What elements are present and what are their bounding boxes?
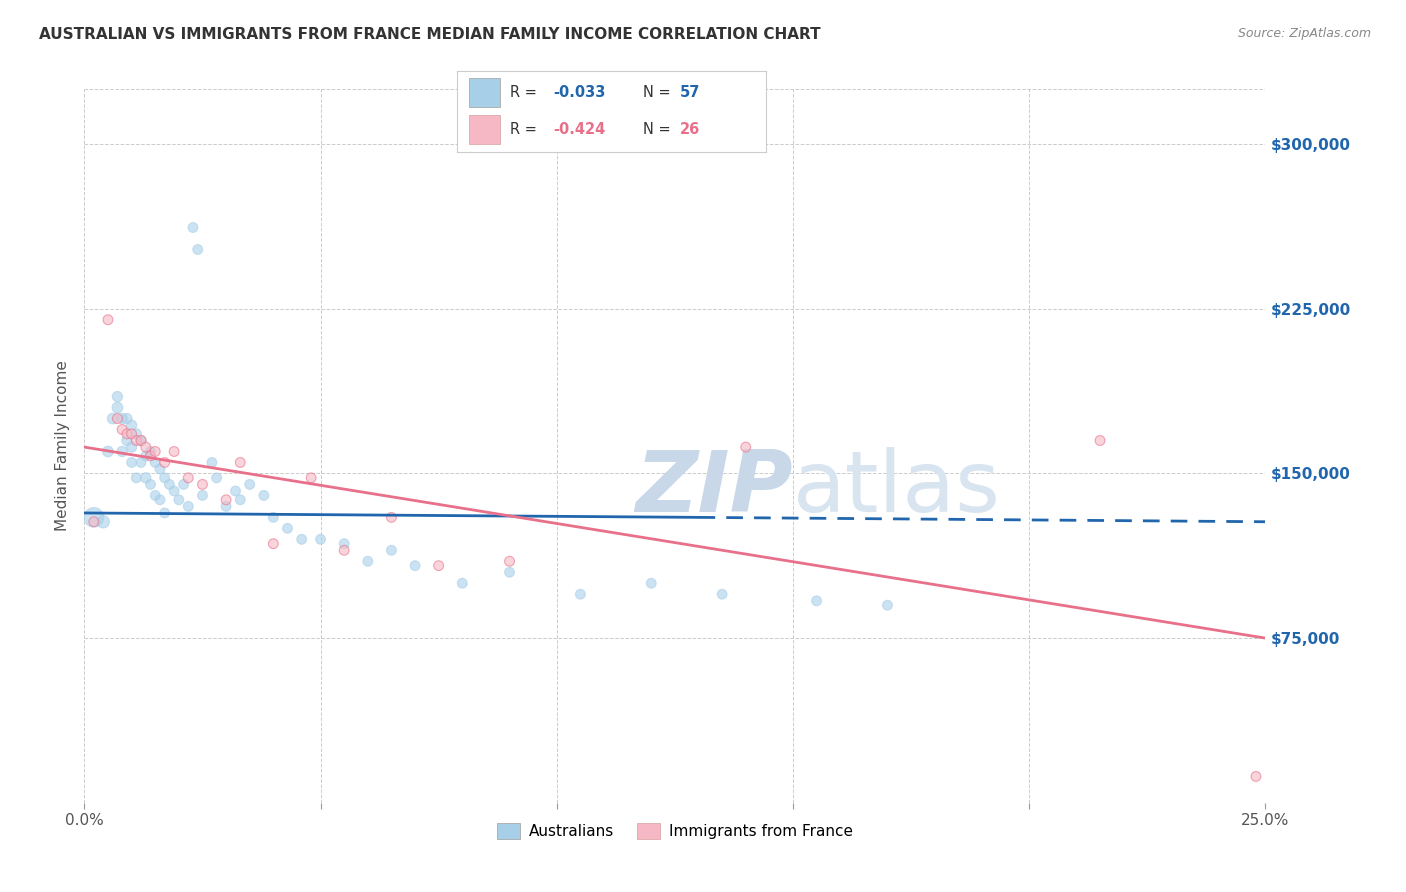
- Point: [201, 455, 224, 469]
- Point: [115, 434, 138, 448]
- Point: [121, 455, 143, 469]
- Point: [205, 471, 228, 485]
- Point: [143, 444, 166, 458]
- Point: [451, 576, 474, 591]
- Text: atlas: atlas: [793, 447, 1001, 531]
- Point: [1088, 434, 1111, 448]
- Text: 57: 57: [679, 85, 700, 100]
- Text: R =: R =: [509, 121, 541, 136]
- Point: [153, 506, 176, 520]
- Point: [181, 220, 204, 235]
- Point: [107, 401, 129, 415]
- Point: [153, 471, 176, 485]
- Point: [111, 423, 134, 437]
- Point: [125, 471, 148, 485]
- Point: [163, 444, 186, 458]
- Point: [157, 477, 180, 491]
- Point: [135, 440, 157, 454]
- Point: [276, 521, 298, 535]
- Point: [569, 587, 592, 601]
- Point: [121, 440, 143, 454]
- Point: [640, 576, 662, 591]
- Point: [111, 411, 134, 425]
- Point: [177, 500, 200, 514]
- Point: [177, 471, 200, 485]
- Point: [357, 554, 380, 568]
- Point: [97, 312, 120, 326]
- Point: [876, 598, 898, 612]
- Point: [225, 483, 247, 498]
- Point: [191, 477, 214, 491]
- Text: N =: N =: [643, 85, 675, 100]
- Point: [83, 515, 105, 529]
- Point: [153, 455, 176, 469]
- Point: [498, 566, 520, 580]
- Point: [167, 492, 190, 507]
- Point: [125, 426, 148, 441]
- Point: [498, 554, 520, 568]
- Point: [229, 492, 252, 507]
- Point: [333, 543, 356, 558]
- Text: -0.424: -0.424: [553, 121, 605, 136]
- Y-axis label: Median Family Income: Median Family Income: [55, 360, 70, 532]
- Point: [1244, 769, 1267, 783]
- Text: -0.033: -0.033: [553, 85, 605, 100]
- Point: [107, 390, 129, 404]
- Point: [215, 500, 238, 514]
- Point: [125, 434, 148, 448]
- Point: [129, 455, 152, 469]
- Point: [173, 477, 195, 491]
- Point: [149, 492, 172, 507]
- Point: [83, 510, 105, 524]
- Point: [139, 449, 162, 463]
- Point: [107, 411, 129, 425]
- Point: [135, 471, 157, 485]
- Point: [139, 477, 162, 491]
- Point: [129, 434, 152, 448]
- Point: [404, 558, 426, 573]
- Point: [806, 594, 828, 608]
- Point: [121, 426, 143, 441]
- Point: [427, 558, 450, 573]
- Point: [139, 444, 162, 458]
- Point: [143, 488, 166, 502]
- Point: [101, 411, 124, 425]
- Point: [333, 537, 356, 551]
- Point: [115, 426, 138, 441]
- Text: AUSTRALIAN VS IMMIGRANTS FROM FRANCE MEDIAN FAMILY INCOME CORRELATION CHART: AUSTRALIAN VS IMMIGRANTS FROM FRANCE MED…: [39, 27, 821, 42]
- Point: [711, 587, 734, 601]
- Point: [253, 488, 276, 502]
- Bar: [470, 78, 501, 107]
- Point: [262, 537, 284, 551]
- Point: [135, 449, 157, 463]
- Point: [163, 483, 186, 498]
- Legend: Australians, Immigrants from France: Australians, Immigrants from France: [491, 817, 859, 845]
- Point: [129, 434, 152, 448]
- Point: [380, 510, 402, 524]
- Point: [215, 492, 238, 507]
- Point: [229, 455, 252, 469]
- Point: [309, 533, 332, 547]
- Text: R =: R =: [509, 85, 541, 100]
- Text: N =: N =: [643, 121, 675, 136]
- Point: [262, 510, 284, 524]
- Point: [291, 533, 314, 547]
- Point: [121, 418, 143, 433]
- Text: 26: 26: [679, 121, 700, 136]
- Point: [191, 488, 214, 502]
- Point: [111, 444, 134, 458]
- Point: [97, 444, 120, 458]
- Point: [91, 515, 114, 529]
- Point: [115, 411, 138, 425]
- Point: [299, 471, 322, 485]
- Bar: [470, 115, 501, 144]
- Point: [734, 440, 756, 454]
- Point: [380, 543, 402, 558]
- Point: [239, 477, 262, 491]
- Text: Source: ZipAtlas.com: Source: ZipAtlas.com: [1237, 27, 1371, 40]
- Point: [143, 455, 166, 469]
- Point: [149, 462, 172, 476]
- Point: [187, 243, 209, 257]
- Text: ZIP: ZIP: [636, 447, 793, 531]
